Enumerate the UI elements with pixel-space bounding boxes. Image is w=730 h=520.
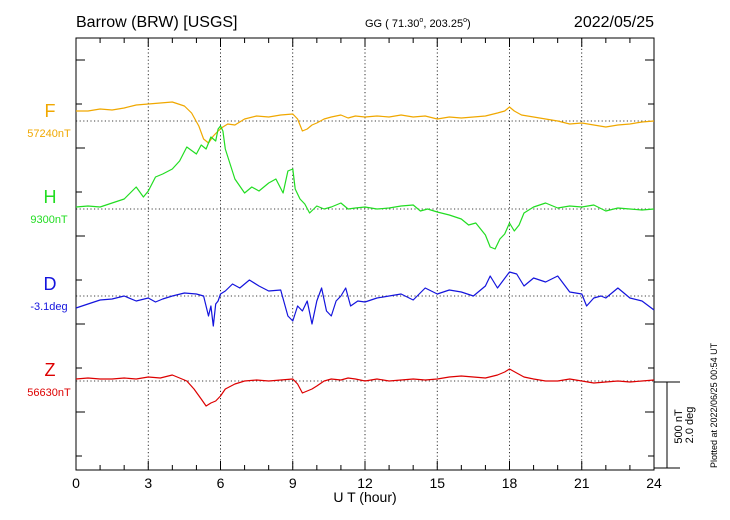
x-tick-labels: 0 3 6 9 12 15 18 21 24 — [72, 475, 662, 491]
x-axis-label: U T (hour) — [333, 489, 396, 505]
x-tick-label: 6 — [217, 475, 225, 491]
series-baseline-f: 57240nT — [27, 128, 71, 140]
series-lines — [75, 101, 655, 407]
scale-bar-label: 500 nT 2.0 deg — [673, 406, 696, 443]
series-line-h — [75, 125, 655, 250]
series-name-z: Z — [45, 360, 56, 380]
x-tick-label: 15 — [429, 475, 445, 491]
station-title: Barrow (BRW) [USGS] — [76, 14, 238, 31]
series-baseline-d: -3.1deg — [30, 301, 67, 313]
series-baseline-h: 9300nT — [30, 214, 68, 226]
series-labels: F 57240nT H 9300nT D -3.1deg Z 56630nT — [27, 101, 71, 399]
series-name-h: H — [44, 187, 57, 207]
series-name-d: D — [44, 274, 57, 294]
x-tick-label: 18 — [502, 475, 518, 491]
series-name-f: F — [45, 101, 56, 121]
scale-bar: 500 nT 2.0 deg — [654, 381, 696, 469]
x-tick-label: 3 — [144, 475, 152, 491]
series-line-z — [75, 368, 655, 407]
series-line-f — [76, 101, 655, 144]
date-label: 2022/05/25 — [574, 14, 654, 31]
series-line-d — [75, 271, 655, 327]
series-baseline-z: 56630nT — [27, 387, 71, 399]
x-tick-label: 21 — [574, 475, 590, 491]
x-tick-label: 24 — [646, 475, 662, 491]
x-tick-label: 0 — [72, 475, 80, 491]
plotted-timestamp: Plotted at 2022/06/25 00:54 UT — [709, 342, 719, 468]
x-tick-label: 9 — [289, 475, 297, 491]
coordinates-label: GG ( 71.30o, 203.25o) — [365, 17, 471, 30]
grid-lines — [147, 38, 583, 470]
axis-ticks — [75, 38, 655, 470]
x-tick-label: 12 — [357, 475, 373, 491]
